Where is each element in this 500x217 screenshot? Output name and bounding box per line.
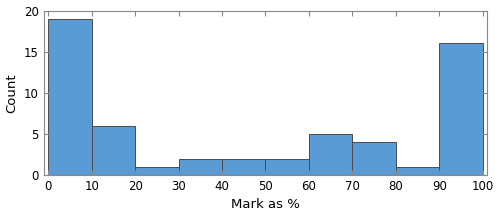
Bar — [222, 159, 266, 175]
Bar — [266, 159, 309, 175]
Bar — [352, 142, 396, 175]
Bar — [396, 167, 440, 175]
Bar — [440, 43, 483, 175]
Bar — [92, 126, 135, 175]
Bar — [48, 19, 92, 175]
Bar — [178, 159, 222, 175]
Bar — [309, 134, 352, 175]
X-axis label: Mark as %: Mark as % — [231, 198, 300, 211]
Bar — [135, 167, 178, 175]
Y-axis label: Count: Count — [6, 73, 18, 113]
